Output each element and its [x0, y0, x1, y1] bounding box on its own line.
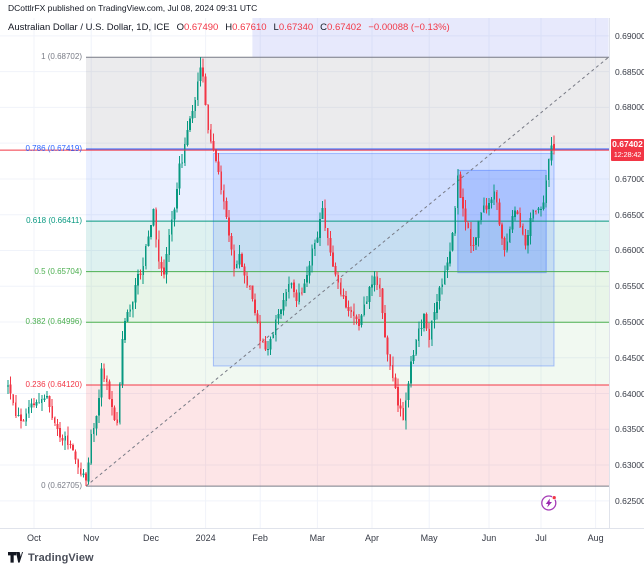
- time-tick-label: Aug: [587, 533, 604, 543]
- time-tick-label: Jul: [535, 533, 547, 543]
- fib-level-label: 0.382 (0.64996): [25, 317, 83, 327]
- ohlc-high: H0.67610: [225, 22, 267, 33]
- tradingview-logo-text[interactable]: TradingView: [28, 552, 94, 564]
- time-tick-label: Apr: [364, 533, 379, 543]
- time-tick-label: Oct: [26, 533, 41, 543]
- time-tick-label: Feb: [252, 533, 268, 543]
- fib-level-label: 0.786 (0.67419): [25, 143, 83, 153]
- fib-level-label: 1 (0.68702): [41, 52, 82, 62]
- bar-countdown: 12:28:42: [613, 150, 642, 160]
- fib-retracement-bands: [86, 57, 609, 487]
- fib-trendline[interactable]: [85, 56, 609, 487]
- chart-pane[interactable]: 1 (0.68702) 0.786 (0.67419) 0.618 (0.66411…: [0, 18, 609, 528]
- time-tick-label: Jun: [481, 533, 497, 543]
- price-tick-label: 0.68000: [615, 102, 644, 113]
- time-tick-label: May: [420, 533, 438, 543]
- symbol-bar: Australian Dollar / U.S. Dollar, 1D, ICE…: [8, 22, 450, 33]
- price-tick-label: 0.63000: [615, 460, 644, 471]
- ohlc-open: O0.67490: [176, 22, 219, 33]
- price-tick-label: 0.68500: [615, 66, 644, 77]
- time-tick-label: 2024: [195, 533, 216, 543]
- price-tick-label: 0.66500: [615, 209, 644, 220]
- time-tick-label: Mar: [309, 533, 326, 543]
- time-tick-label: Dec: [142, 533, 159, 543]
- footer: TradingView: [8, 549, 94, 567]
- price-tick-label: 0.66000: [615, 245, 644, 256]
- price-tick-label: 0.63500: [615, 424, 644, 435]
- last-price-value: 0.67402: [612, 139, 643, 150]
- candlestick-series: [7, 57, 555, 487]
- fib-level-label: 0.236 (0.64120): [25, 379, 83, 389]
- upper-zone-box[interactable]: [252, 18, 609, 58]
- fib-level-label: 0 (0.62705): [41, 481, 82, 491]
- price-tick-label: 0.64000: [615, 388, 644, 399]
- large-range-box[interactable]: [212, 153, 555, 367]
- ohlc-close: C0.67402: [320, 22, 362, 33]
- economic-event-icon[interactable]: [541, 495, 557, 511]
- price-tick-label: 0.62500: [615, 495, 644, 506]
- fib-level-label: 0.618 (0.66411): [26, 216, 82, 226]
- fib-level-label: 0.5 (0.65704): [34, 266, 82, 276]
- time-axis[interactable]: Oct Nov Dec 2024 Feb Mar Apr May Jun Jul Aug: [0, 528, 644, 549]
- price-tick-label: 0.69000: [615, 30, 644, 41]
- tradingview-logo-icon[interactable]: [8, 551, 23, 565]
- chart-canvas[interactable]: [0, 18, 609, 528]
- price-tick-label: 0.65500: [615, 281, 644, 292]
- symbol-title: Australian Dollar / U.S. Dollar, 1D, ICE: [8, 22, 170, 33]
- attribution-text: DCottlrFX published on TradingView.com, …: [8, 3, 258, 13]
- price-tick-label: 0.65000: [615, 316, 644, 327]
- price-tick-label: 0.67000: [615, 173, 644, 184]
- price-tick-label: 0.64500: [615, 352, 644, 363]
- last-price-label: 0.67402 12:28:42: [611, 139, 644, 162]
- price-axis[interactable]: 0.690000.685000.680000.675000.670000.665…: [609, 18, 644, 548]
- change-value: −0.00088 (−0.13%): [368, 22, 450, 33]
- time-tick-label: Nov: [83, 533, 100, 543]
- ohlc-low: L0.67340: [273, 22, 314, 33]
